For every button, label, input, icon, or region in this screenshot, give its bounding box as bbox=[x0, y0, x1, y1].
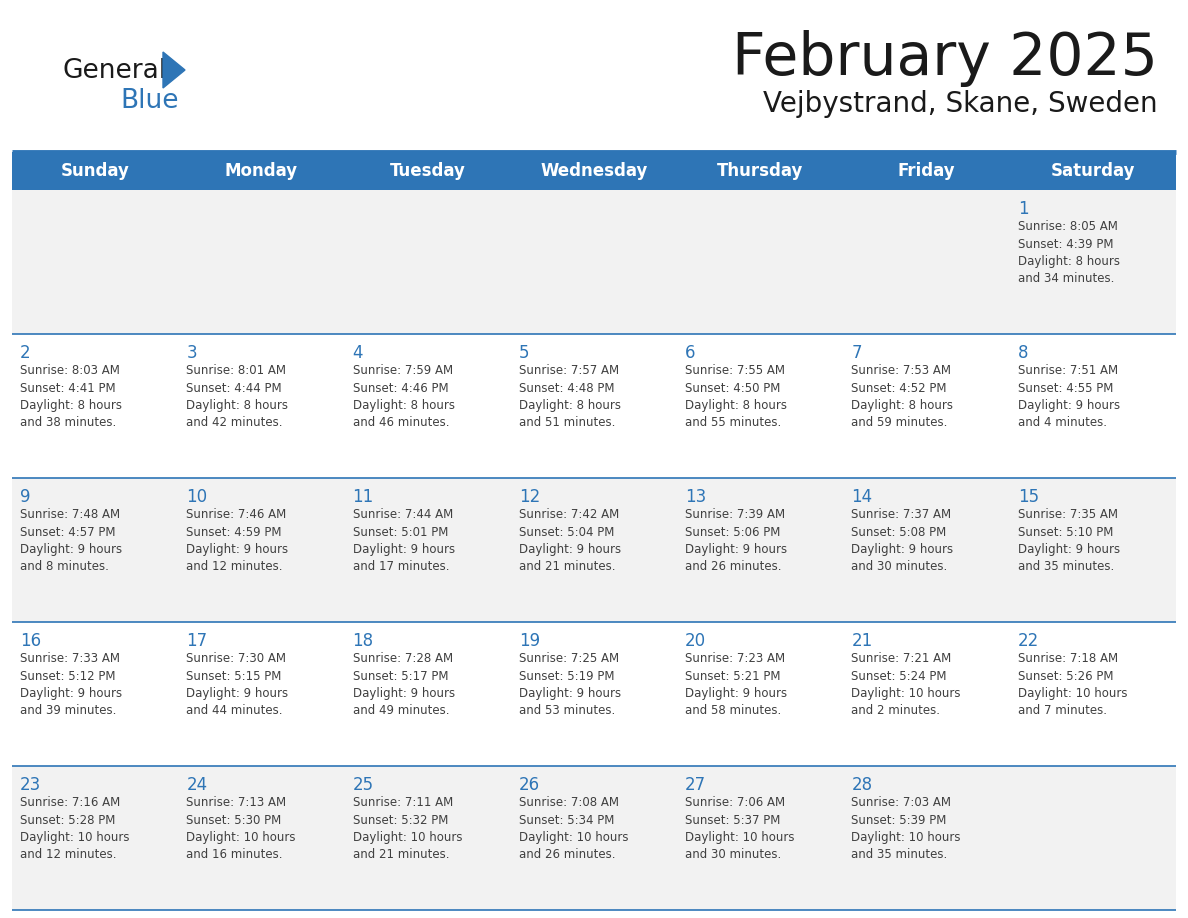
Text: Sunrise: 7:03 AM
Sunset: 5:39 PM
Daylight: 10 hours
and 35 minutes.: Sunrise: 7:03 AM Sunset: 5:39 PM Dayligh… bbox=[852, 796, 961, 861]
Text: 7: 7 bbox=[852, 344, 862, 362]
Text: Sunrise: 7:23 AM
Sunset: 5:21 PM
Daylight: 9 hours
and 58 minutes.: Sunrise: 7:23 AM Sunset: 5:21 PM Dayligh… bbox=[685, 652, 788, 718]
Text: Friday: Friday bbox=[898, 162, 955, 180]
Text: Sunrise: 7:59 AM
Sunset: 4:46 PM
Daylight: 8 hours
and 46 minutes.: Sunrise: 7:59 AM Sunset: 4:46 PM Dayligh… bbox=[353, 364, 455, 430]
Text: 17: 17 bbox=[187, 632, 208, 650]
Text: Sunday: Sunday bbox=[61, 162, 129, 180]
Text: Sunrise: 7:11 AM
Sunset: 5:32 PM
Daylight: 10 hours
and 21 minutes.: Sunrise: 7:11 AM Sunset: 5:32 PM Dayligh… bbox=[353, 796, 462, 861]
Text: Sunrise: 7:18 AM
Sunset: 5:26 PM
Daylight: 10 hours
and 7 minutes.: Sunrise: 7:18 AM Sunset: 5:26 PM Dayligh… bbox=[1018, 652, 1127, 718]
Bar bbox=[12, 478, 1176, 622]
Text: 13: 13 bbox=[685, 488, 707, 506]
Text: Tuesday: Tuesday bbox=[390, 162, 466, 180]
Text: 10: 10 bbox=[187, 488, 208, 506]
Text: 18: 18 bbox=[353, 632, 374, 650]
Text: Sunrise: 7:06 AM
Sunset: 5:37 PM
Daylight: 10 hours
and 30 minutes.: Sunrise: 7:06 AM Sunset: 5:37 PM Dayligh… bbox=[685, 796, 795, 861]
Text: 20: 20 bbox=[685, 632, 707, 650]
Text: Sunrise: 7:51 AM
Sunset: 4:55 PM
Daylight: 9 hours
and 4 minutes.: Sunrise: 7:51 AM Sunset: 4:55 PM Dayligh… bbox=[1018, 364, 1120, 430]
Text: Sunrise: 7:08 AM
Sunset: 5:34 PM
Daylight: 10 hours
and 26 minutes.: Sunrise: 7:08 AM Sunset: 5:34 PM Dayligh… bbox=[519, 796, 628, 861]
Text: 14: 14 bbox=[852, 488, 872, 506]
Text: 12: 12 bbox=[519, 488, 541, 506]
Text: Thursday: Thursday bbox=[718, 162, 803, 180]
Text: 16: 16 bbox=[20, 632, 42, 650]
Text: 6: 6 bbox=[685, 344, 696, 362]
Text: Sunrise: 7:57 AM
Sunset: 4:48 PM
Daylight: 8 hours
and 51 minutes.: Sunrise: 7:57 AM Sunset: 4:48 PM Dayligh… bbox=[519, 364, 621, 430]
Text: Sunrise: 7:53 AM
Sunset: 4:52 PM
Daylight: 8 hours
and 59 minutes.: Sunrise: 7:53 AM Sunset: 4:52 PM Dayligh… bbox=[852, 364, 954, 430]
Bar bbox=[12, 334, 1176, 478]
Text: 28: 28 bbox=[852, 776, 872, 794]
Text: Sunrise: 7:35 AM
Sunset: 5:10 PM
Daylight: 9 hours
and 35 minutes.: Sunrise: 7:35 AM Sunset: 5:10 PM Dayligh… bbox=[1018, 508, 1120, 574]
Text: Sunrise: 7:44 AM
Sunset: 5:01 PM
Daylight: 9 hours
and 17 minutes.: Sunrise: 7:44 AM Sunset: 5:01 PM Dayligh… bbox=[353, 508, 455, 574]
Text: 2: 2 bbox=[20, 344, 31, 362]
Text: Sunrise: 7:25 AM
Sunset: 5:19 PM
Daylight: 9 hours
and 53 minutes.: Sunrise: 7:25 AM Sunset: 5:19 PM Dayligh… bbox=[519, 652, 621, 718]
Text: Sunrise: 7:37 AM
Sunset: 5:08 PM
Daylight: 9 hours
and 30 minutes.: Sunrise: 7:37 AM Sunset: 5:08 PM Dayligh… bbox=[852, 508, 954, 574]
Text: 8: 8 bbox=[1018, 344, 1029, 362]
Text: 22: 22 bbox=[1018, 632, 1040, 650]
Text: 25: 25 bbox=[353, 776, 374, 794]
Text: 21: 21 bbox=[852, 632, 873, 650]
Text: Monday: Monday bbox=[225, 162, 298, 180]
Text: Sunrise: 7:46 AM
Sunset: 4:59 PM
Daylight: 9 hours
and 12 minutes.: Sunrise: 7:46 AM Sunset: 4:59 PM Dayligh… bbox=[187, 508, 289, 574]
Text: Blue: Blue bbox=[120, 88, 178, 114]
Text: 19: 19 bbox=[519, 632, 541, 650]
Text: 9: 9 bbox=[20, 488, 31, 506]
Text: 26: 26 bbox=[519, 776, 541, 794]
Text: Sunrise: 7:28 AM
Sunset: 5:17 PM
Daylight: 9 hours
and 49 minutes.: Sunrise: 7:28 AM Sunset: 5:17 PM Dayligh… bbox=[353, 652, 455, 718]
Text: 23: 23 bbox=[20, 776, 42, 794]
Text: Sunrise: 7:42 AM
Sunset: 5:04 PM
Daylight: 9 hours
and 21 minutes.: Sunrise: 7:42 AM Sunset: 5:04 PM Dayligh… bbox=[519, 508, 621, 574]
Text: Sunrise: 7:33 AM
Sunset: 5:12 PM
Daylight: 9 hours
and 39 minutes.: Sunrise: 7:33 AM Sunset: 5:12 PM Dayligh… bbox=[20, 652, 122, 718]
Text: Sunrise: 7:21 AM
Sunset: 5:24 PM
Daylight: 10 hours
and 2 minutes.: Sunrise: 7:21 AM Sunset: 5:24 PM Dayligh… bbox=[852, 652, 961, 718]
Polygon shape bbox=[163, 52, 185, 88]
Bar bbox=[12, 190, 1176, 334]
Text: 5: 5 bbox=[519, 344, 530, 362]
Text: Sunrise: 7:55 AM
Sunset: 4:50 PM
Daylight: 8 hours
and 55 minutes.: Sunrise: 7:55 AM Sunset: 4:50 PM Dayligh… bbox=[685, 364, 788, 430]
Text: Sunrise: 8:05 AM
Sunset: 4:39 PM
Daylight: 8 hours
and 34 minutes.: Sunrise: 8:05 AM Sunset: 4:39 PM Dayligh… bbox=[1018, 220, 1120, 285]
Text: Vejbystrand, Skane, Sweden: Vejbystrand, Skane, Sweden bbox=[764, 90, 1158, 118]
Text: Wednesday: Wednesday bbox=[541, 162, 647, 180]
Text: Sunrise: 7:48 AM
Sunset: 4:57 PM
Daylight: 9 hours
and 8 minutes.: Sunrise: 7:48 AM Sunset: 4:57 PM Dayligh… bbox=[20, 508, 122, 574]
Text: 1: 1 bbox=[1018, 200, 1029, 218]
Text: 15: 15 bbox=[1018, 488, 1038, 506]
Text: Sunrise: 7:13 AM
Sunset: 5:30 PM
Daylight: 10 hours
and 16 minutes.: Sunrise: 7:13 AM Sunset: 5:30 PM Dayligh… bbox=[187, 796, 296, 861]
Text: Sunrise: 7:30 AM
Sunset: 5:15 PM
Daylight: 9 hours
and 44 minutes.: Sunrise: 7:30 AM Sunset: 5:15 PM Dayligh… bbox=[187, 652, 289, 718]
Text: Sunrise: 8:03 AM
Sunset: 4:41 PM
Daylight: 8 hours
and 38 minutes.: Sunrise: 8:03 AM Sunset: 4:41 PM Dayligh… bbox=[20, 364, 122, 430]
Bar bbox=[12, 622, 1176, 766]
Text: 4: 4 bbox=[353, 344, 364, 362]
Text: Sunrise: 7:39 AM
Sunset: 5:06 PM
Daylight: 9 hours
and 26 minutes.: Sunrise: 7:39 AM Sunset: 5:06 PM Dayligh… bbox=[685, 508, 788, 574]
Bar bbox=[12, 766, 1176, 910]
Text: Saturday: Saturday bbox=[1050, 162, 1135, 180]
Text: 24: 24 bbox=[187, 776, 208, 794]
Text: February 2025: February 2025 bbox=[732, 30, 1158, 87]
Bar bbox=[12, 152, 1176, 190]
Text: Sunrise: 7:16 AM
Sunset: 5:28 PM
Daylight: 10 hours
and 12 minutes.: Sunrise: 7:16 AM Sunset: 5:28 PM Dayligh… bbox=[20, 796, 129, 861]
Text: General: General bbox=[62, 58, 166, 84]
Text: 11: 11 bbox=[353, 488, 374, 506]
Text: Sunrise: 8:01 AM
Sunset: 4:44 PM
Daylight: 8 hours
and 42 minutes.: Sunrise: 8:01 AM Sunset: 4:44 PM Dayligh… bbox=[187, 364, 289, 430]
Text: 3: 3 bbox=[187, 344, 197, 362]
Text: 27: 27 bbox=[685, 776, 707, 794]
